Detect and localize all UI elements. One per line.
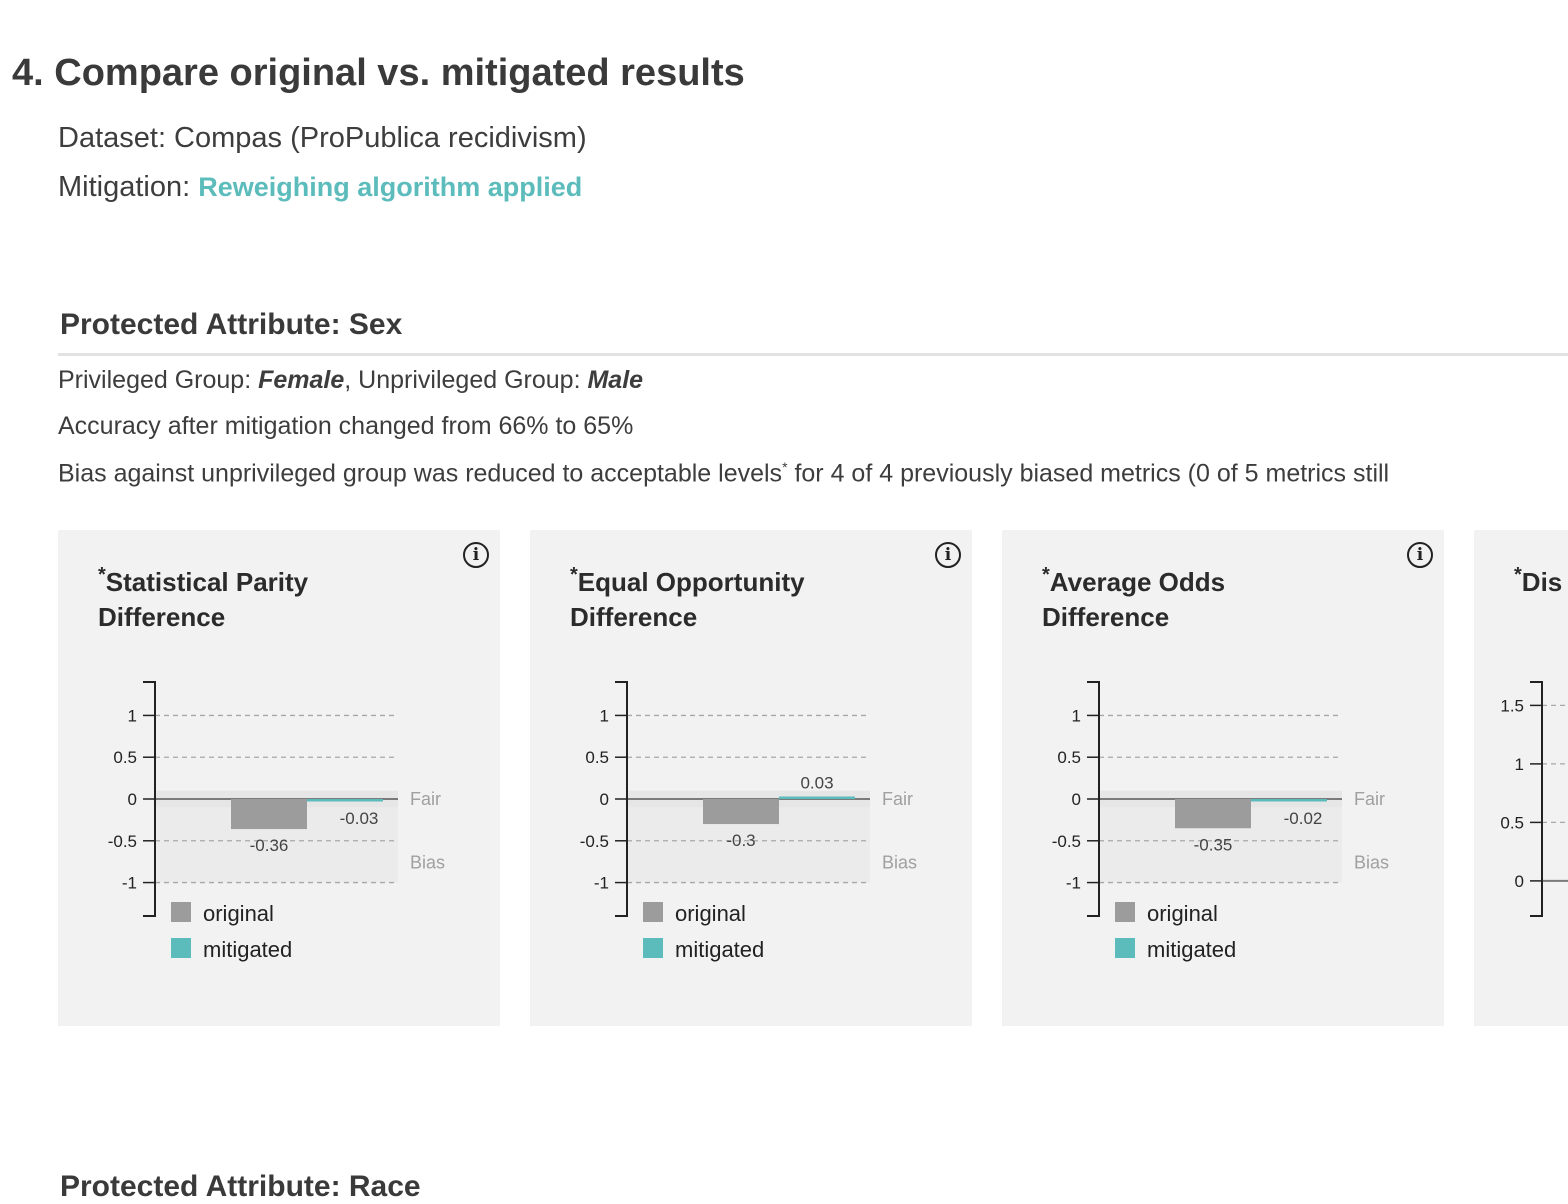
metric-chart: 1 0.5 0 -0.5 -1 -0.35 -0.02 Fair Bias original mit… [1052,681,1389,962]
y-tick-label: 1 [128,706,137,725]
title-star: * [1042,564,1050,586]
y-tick-label: 0.5 [585,748,609,767]
dataset-label: Dataset: Compas (ProPublica recidivism) [58,122,587,154]
metric-chart: 1 0.5 0 -0.5 -1 -0.3 0.03 Fair Bias original mitig… [580,681,917,962]
bar-original [1175,799,1251,829]
bias-footnote-star: * [782,459,788,475]
legend-label-original: original [1147,901,1218,926]
y-tick-label: 0 [128,790,137,809]
info-icon[interactable]: i [1407,542,1433,568]
legend-swatch-original [643,902,663,922]
data-label: 0.03 [800,773,833,792]
y-tick-label: 1.5 [1500,696,1524,715]
privileged-label: Privileged Group: [58,366,252,394]
metric-title: *Average Odds Difference [1042,564,1342,633]
y-tick-label: 0.5 [113,748,137,767]
metric-title-text: Statistical Parity Difference [98,567,309,632]
y-tick-label: 0 [1515,872,1524,891]
bar-mitigated [779,796,855,799]
unprivileged-label: , Unprivileged Group: [344,366,581,394]
page-title: 4. Compare original vs. mitigated result… [12,52,745,94]
y-tick-label: -1 [594,874,609,893]
legend-swatch-mitigated [1115,938,1135,958]
info-icon[interactable]: i [463,542,489,568]
data-label: -0.35 [1194,835,1233,854]
metric-chart: 1 0.5 0 -0.5 -1 -0.36 -0.03 Fair Bias original mit… [108,681,445,962]
y-tick-label: -1 [122,874,137,893]
fair-label: Fair [1354,789,1385,809]
legend-label-mitigated: mitigated [203,937,292,962]
privileged-value: Female [258,366,345,394]
y-tick-label: -0.5 [1052,832,1081,851]
metric-title: *Statistical Parity Difference [98,564,398,633]
info-icon[interactable]: i [935,542,961,568]
title-star: * [1514,564,1522,586]
legend-swatch-original [171,902,191,922]
metric-title-text: Equal Opportunity Difference [570,567,805,632]
metric-title: *Dis [1514,564,1568,601]
legend-label-mitigated: mitigated [1147,937,1236,962]
next-section-title: Protected Attribute: Race [60,1170,421,1203]
mitigation-value: Reweighing algorithm applied [198,172,583,202]
y-axis [615,681,628,917]
y-tick-label: 0 [600,790,609,809]
data-label: -0.03 [340,809,379,828]
fair-label: Fair [882,789,913,809]
metric-title-text: Average Odds Difference [1042,567,1226,632]
unprivileged-value: Male [587,366,644,394]
bar-original [703,799,779,825]
legend-label-original: original [203,901,274,926]
y-tick-label: -1 [1066,874,1081,893]
legend-swatch-original [1115,902,1135,922]
y-tick-label: 1 [600,706,609,725]
bias-label: Bias [410,853,445,873]
section-divider [58,353,1568,356]
section-title: Protected Attribute: Sex [60,308,403,341]
bias-text-b: for 4 of 4 previously biased metrics (0 … [787,459,1390,488]
y-axis [1530,681,1543,917]
y-tick-label: -0.5 [108,832,137,851]
y-tick-label: 1 [1515,755,1524,774]
accuracy-text: Accuracy after mitigation changed from 6… [58,412,634,440]
y-axis [1087,681,1100,917]
metric-title: *Equal Opportunity Difference [570,564,870,633]
legend-label-original: original [675,901,746,926]
metric-card-partial: *Dis 1.5 1 0.5 0 [1474,530,1568,1026]
metric-title-text: Dis [1521,567,1563,597]
bar-mitigated [307,799,383,802]
bias-label: Bias [1354,853,1389,873]
title-star: * [570,564,578,586]
bias-text-a: Bias against unprivileged group was redu… [58,459,783,488]
group-info: Privileged Group: Female, Unprivileged G… [58,366,643,395]
data-label: -0.3 [726,831,755,850]
legend-label-mitigated: mitigated [675,937,764,962]
metric-card-equal-opportunity: *Equal Opportunity Difference i 1 0.5 0 -0.… [530,530,972,1026]
mitigation-label: Mitigation: [58,171,191,203]
bar-original [231,799,307,830]
metric-card-statistical-parity: *Statistical Parity Difference i 1 0.5 0 -0… [58,530,500,1026]
bias-label: Bias [882,853,917,873]
data-label: -0.02 [1284,809,1323,828]
fair-label: Fair [410,789,441,809]
legend-swatch-mitigated [643,938,663,958]
metric-chart: 1.5 1 0.5 0 [1500,681,1568,917]
y-axis [143,681,156,917]
bias-summary: Bias against unprivileged group was redu… [58,459,1389,488]
y-tick-label: -0.5 [580,832,609,851]
y-tick-label: 0.5 [1500,813,1524,832]
mitigation-line: Mitigation: Reweighing algorithm applied [58,171,582,204]
y-tick-label: 0 [1072,790,1081,809]
y-tick-label: 1 [1072,706,1081,725]
data-label: -0.36 [250,836,289,855]
y-tick-label: 0.5 [1057,748,1081,767]
legend-swatch-mitigated [171,938,191,958]
title-star: * [98,564,106,586]
metric-card-average-odds: *Average Odds Difference i 1 0.5 0 -0.5 -1 -0… [1002,530,1444,1026]
bar-mitigated [1251,799,1327,802]
